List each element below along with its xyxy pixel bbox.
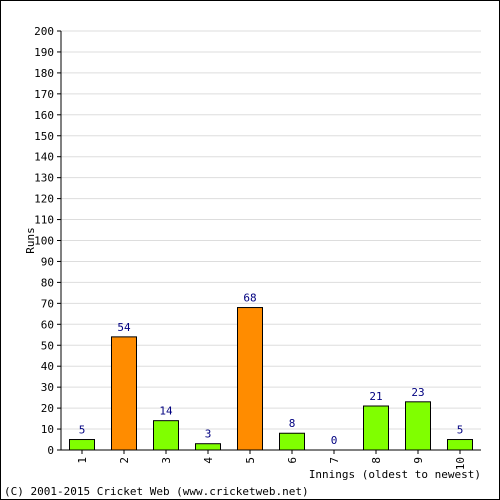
- copyright-footer: (C) 2001-2015 Cricket Web (www.cricketwe…: [4, 485, 309, 498]
- bar: [153, 420, 179, 451]
- x-tick-label: 7: [328, 457, 341, 464]
- data-label: 5: [79, 424, 86, 437]
- x-tick-label: 10: [454, 457, 467, 470]
- y-tick-label: 10: [41, 423, 54, 436]
- bar: [195, 443, 221, 451]
- y-tick-label: 120: [34, 193, 54, 206]
- bar: [279, 432, 305, 451]
- y-tick-label: 20: [41, 402, 54, 415]
- x-tick-label: 5: [244, 457, 257, 464]
- data-label: 54: [117, 321, 131, 334]
- bar: [69, 439, 95, 451]
- data-label: 14: [159, 405, 173, 418]
- x-tick-label: 4: [202, 457, 215, 464]
- y-tick-label: 90: [41, 255, 54, 268]
- x-tick-label: 9: [412, 457, 425, 464]
- bar: [447, 439, 473, 451]
- x-tick-label: 8: [370, 457, 383, 464]
- y-tick-label: 160: [34, 109, 54, 122]
- y-tick-label: 110: [34, 214, 54, 227]
- bar: [111, 336, 137, 451]
- bar: [363, 405, 389, 451]
- x-tick-label: 2: [118, 457, 131, 464]
- data-label: 0: [331, 434, 338, 447]
- y-axis-ticks: 0 10 20 30 40 50 60 70 80 90 100 110 120 130 140 150 160…: [34, 25, 61, 457]
- data-labels: 5 54 14 3 68 8 0 21 23 5: [79, 292, 464, 447]
- y-tick-label: 80: [41, 276, 54, 289]
- y-tick-label: 130: [34, 172, 54, 185]
- data-label: 5: [457, 424, 464, 437]
- bar: [237, 307, 263, 451]
- y-tick-label: 70: [41, 297, 54, 310]
- bars: [69, 307, 473, 451]
- x-tick-label: 1: [76, 457, 89, 464]
- y-tick-label: 50: [41, 339, 54, 352]
- y-tick-label: 100: [34, 235, 54, 248]
- y-tick-label: 170: [34, 88, 54, 101]
- y-tick-label: 150: [34, 130, 54, 143]
- data-label: 3: [205, 428, 212, 441]
- y-axis-label: Runs: [24, 227, 37, 254]
- y-tick-label: 200: [34, 25, 54, 38]
- data-label: 23: [411, 386, 424, 399]
- y-tick-label: 30: [41, 381, 54, 394]
- x-axis-label: Innings (oldest to newest): [309, 468, 481, 481]
- data-label: 68: [243, 292, 256, 305]
- y-tick-label: 60: [41, 318, 54, 331]
- data-label: 21: [369, 390, 382, 403]
- y-tick-label: 40: [41, 360, 54, 373]
- y-tick-label: 180: [34, 67, 54, 80]
- y-tick-label: 140: [34, 151, 54, 164]
- y-tick-label: 0: [47, 444, 54, 457]
- x-tick-label: 6: [286, 457, 299, 464]
- y-tick-label: 190: [34, 46, 54, 59]
- x-axis-ticks: 1 2 3 4 5 6 7 8 9 10: [76, 450, 467, 470]
- data-label: 8: [289, 417, 296, 430]
- x-tick-label: 3: [160, 457, 173, 464]
- bar: [405, 401, 431, 451]
